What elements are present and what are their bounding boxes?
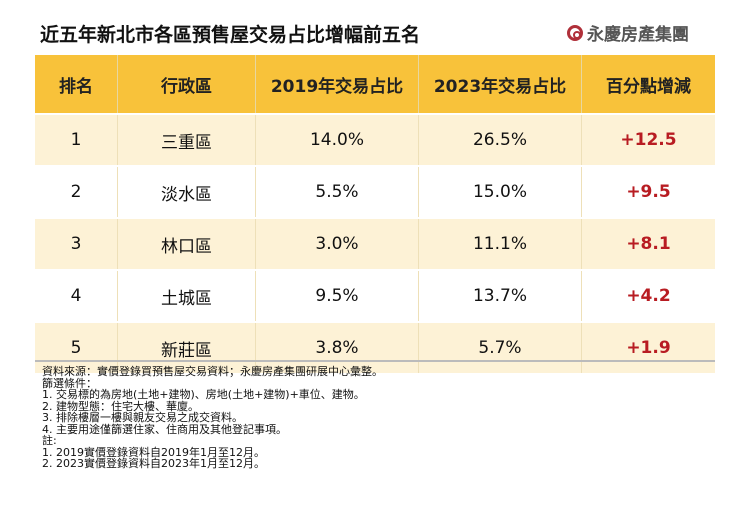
note-line: 4. 主要用途僅篩選住家、住商用及其他登記事項。 [42,422,287,436]
cell-district: 林口區 [117,217,256,270]
header-2023: 2023年交易占比 [418,55,582,114]
table-row: 3 林口區 3.0% 11.1% +8.1 [35,217,715,270]
cell-share-2023: 11.1% [418,217,582,270]
note-line: 3. 排除樓層一樓與親友交易之成交資料。 [42,411,243,424]
note-line: 註: [42,434,57,447]
table-row: 2 淡水區 5.5% 15.0% +9.5 [35,165,715,218]
note-line: 資料來源：實價登錄買預售屋交易資料；永慶房產集團研展中心彙整。 [42,365,383,378]
cell-district: 新莊區 [117,321,256,373]
cell-share-2023: 13.7% [418,269,582,322]
cell-share-2019: 14.0% [255,113,419,166]
note-line: 1. 2019實價登錄資料自2019年1月至12月。 [42,445,265,459]
table-header: 排名 行政區 2019年交易占比 2023年交易占比 百分點增減 [35,55,715,114]
logo-text: 永慶房產集團 [587,25,689,45]
header-change: 百分點增減 [581,55,715,114]
cell-change: +4.2 [581,269,715,322]
note-line: 2. 建物型態：住宅大樓、華廈。 [42,399,199,413]
divider [35,360,715,362]
note-line: 篩選條件： [42,376,97,390]
footnotes: 資料來源：實價登錄買預售屋交易資料；永慶房產集團研展中心彙整。 篩選條件： 1. 交… [42,366,383,470]
cell-district: 土城區 [117,269,256,322]
table-row: 5 新莊區 3.8% 5.7% +1.9 [35,321,715,373]
cell-rank: 4 [35,269,118,322]
cell-district: 淡水區 [117,165,256,218]
cell-change: +1.9 [581,321,715,373]
table-row: 1 三重區 14.0% 26.5% +12.5 [35,113,715,166]
cell-rank: 5 [35,321,118,373]
cell-rank: 2 [35,165,118,218]
header-2019: 2019年交易占比 [255,55,419,114]
cell-share-2023: 26.5% [418,113,582,166]
cell-district: 三重區 [117,113,256,166]
header-district: 行政區 [117,55,256,114]
header-rank: 排名 [35,55,118,114]
cell-change: +12.5 [581,113,715,166]
cell-rank: 1 [35,113,118,166]
ranking-table: 排名 行政區 2019年交易占比 2023年交易占比 百分點增減 1 三重區 14.… [35,55,715,373]
brand-logo: 永慶房產集團 [567,20,689,45]
cell-share-2019: 5.5% [255,165,419,218]
note-line: 1. 交易標的為房地(土地+建物)、房地(土地+建物)+車位、建物。 [42,388,365,401]
cell-share-2023: 5.7% [418,321,582,373]
cell-rank: 3 [35,217,118,270]
logo-ring-icon [567,24,583,41]
cell-share-2019: 3.8% [255,321,419,373]
page-title: 近五年新北市各區預售屋交易占比增幅前五名 [40,24,421,46]
cell-change: +8.1 [581,217,715,270]
cell-share-2019: 3.0% [255,217,419,270]
note-line: 2. 2023實價登錄資料自2023年1月至12月。 [42,457,265,470]
cell-share-2019: 9.5% [255,269,419,322]
cell-share-2023: 15.0% [418,165,582,218]
table-row: 4 土城區 9.5% 13.7% +4.2 [35,269,715,322]
cell-change: +9.5 [581,165,715,218]
